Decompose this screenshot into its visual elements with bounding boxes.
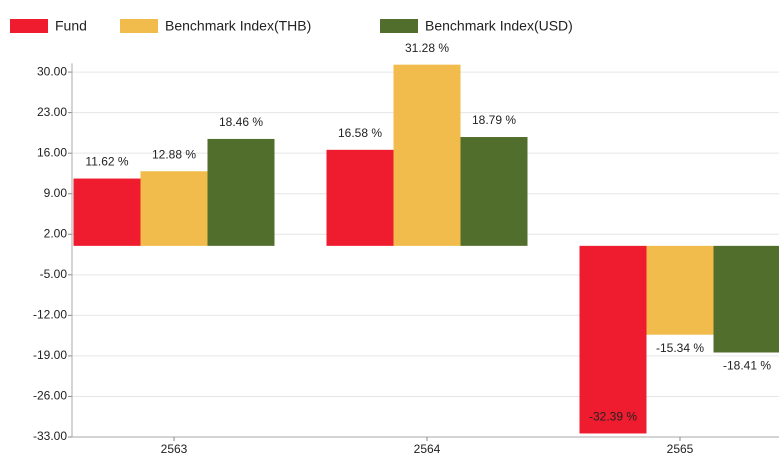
y-tick-label: 16.00 (37, 145, 67, 159)
bar (140, 171, 208, 246)
legend-swatch (380, 19, 418, 33)
legend-label: Fund (55, 18, 87, 34)
y-tick-label: 9.00 (44, 186, 68, 200)
value-label: -32.39 % (589, 410, 637, 424)
x-tick-label: 2565 (667, 442, 694, 456)
x-tick-label: 2563 (161, 442, 188, 456)
legend-label: Benchmark Index(USD) (425, 18, 573, 34)
bar (326, 149, 394, 246)
y-tick-label: -12.00 (33, 308, 67, 322)
y-tick-label: -5.00 (40, 267, 68, 281)
value-label: 31.28 % (405, 41, 449, 55)
y-tick-label: -33.00 (33, 429, 67, 443)
value-label: 16.58 % (338, 126, 382, 140)
value-label: 18.79 % (472, 113, 516, 127)
y-tick-label: 23.00 (37, 105, 67, 119)
value-label: 18.46 % (219, 115, 263, 129)
legend-swatch (120, 19, 158, 33)
bar (207, 138, 275, 246)
bar (460, 137, 528, 246)
value-label: -18.41 % (723, 359, 771, 373)
bar (579, 245, 647, 434)
y-tick-label: 30.00 (37, 64, 67, 78)
bar (393, 64, 461, 246)
bar (713, 245, 779, 353)
legend-label: Benchmark Index(THB) (165, 18, 311, 34)
x-tick-label: 2564 (414, 442, 441, 456)
bar (73, 178, 141, 246)
value-label: 12.88 % (152, 147, 196, 161)
value-label: 11.62 % (85, 155, 128, 169)
bar (646, 245, 714, 335)
legend-swatch (10, 19, 48, 33)
y-tick-label: -26.00 (33, 389, 67, 403)
y-tick-label: 2.00 (44, 226, 68, 240)
value-label: -15.34 % (656, 341, 704, 355)
y-tick-label: -19.00 (33, 348, 67, 362)
